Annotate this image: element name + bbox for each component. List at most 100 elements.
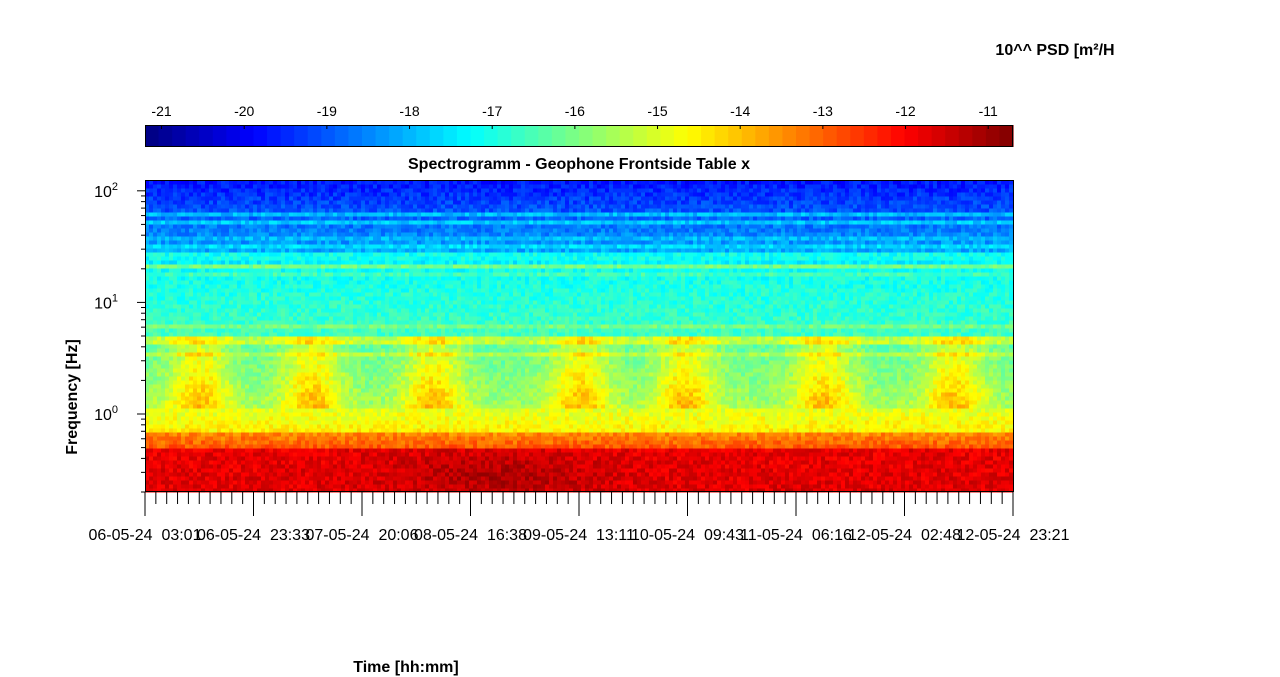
heatmap-cell — [389, 184, 394, 189]
heatmap-cell — [217, 484, 222, 489]
heatmap-cell — [193, 264, 198, 269]
heatmap-cell — [189, 328, 194, 333]
heatmap-cell — [249, 396, 254, 401]
heatmap-cell — [273, 468, 278, 473]
heatmap-cell — [393, 328, 398, 333]
heatmap-cell — [181, 408, 186, 413]
heatmap-cell — [213, 204, 218, 209]
heatmap-cell — [301, 268, 306, 273]
heatmap-cell — [269, 284, 274, 289]
heatmap-cell — [345, 360, 350, 365]
heatmap-cell — [353, 220, 358, 225]
heatmap-cell — [165, 344, 170, 349]
heatmap-cell — [233, 304, 238, 309]
heatmap-cell — [329, 364, 334, 369]
heatmap-cell — [177, 288, 182, 293]
heatmap-cell — [213, 428, 218, 433]
heatmap-cell — [285, 180, 290, 185]
heatmap-cell — [305, 312, 310, 317]
heatmap-cell — [321, 388, 326, 393]
heatmap-cell — [301, 360, 306, 365]
heatmap-cell — [241, 380, 246, 385]
heatmap-cell — [365, 392, 370, 397]
heatmap-cell — [373, 244, 378, 249]
heatmap-cell — [309, 440, 314, 445]
heatmap-cell — [389, 316, 394, 321]
heatmap-cell — [229, 360, 234, 365]
heatmap-cell — [277, 472, 282, 477]
heatmap-cell — [381, 348, 386, 353]
heatmap-cell — [297, 384, 302, 389]
heatmap-cell — [153, 288, 158, 293]
heatmap-cell — [361, 324, 366, 329]
heatmap-cell — [161, 472, 166, 477]
heatmap-cell — [285, 348, 290, 353]
heatmap-cell — [293, 436, 298, 441]
heatmap-cell — [153, 352, 158, 357]
heatmap-cell — [217, 412, 222, 417]
heatmap-cell — [225, 412, 230, 417]
heatmap-cell — [369, 408, 374, 413]
heatmap-cell — [241, 224, 246, 229]
heatmap-cell — [333, 444, 338, 449]
heatmap-cell — [369, 432, 374, 437]
heatmap-cell — [177, 408, 182, 413]
heatmap-cell — [369, 208, 374, 213]
heatmap-cell — [189, 456, 194, 461]
heatmap-cell — [245, 240, 250, 245]
heatmap-cell — [309, 248, 314, 253]
heatmap-cell — [145, 444, 150, 449]
heatmap-cell — [309, 372, 314, 377]
heatmap-cell — [217, 452, 222, 457]
heatmap-cell — [393, 420, 398, 425]
heatmap-cell — [297, 460, 302, 465]
heatmap-cell — [277, 288, 282, 293]
heatmap-cell — [209, 424, 214, 429]
heatmap-cell — [381, 448, 386, 453]
heatmap-cell — [225, 216, 230, 221]
heatmap-cell — [309, 284, 314, 289]
heatmap-cell — [361, 368, 366, 373]
heatmap-cell — [177, 440, 182, 445]
heatmap-cell — [201, 232, 206, 237]
heatmap-cell — [169, 456, 174, 461]
heatmap-cell — [293, 292, 298, 297]
heatmap-cell — [157, 456, 162, 461]
heatmap-cell — [253, 436, 258, 441]
heatmap-cell — [301, 184, 306, 189]
heatmap-cell — [149, 252, 154, 257]
heatmap-cell — [273, 264, 278, 269]
heatmap-cell — [217, 352, 222, 357]
heatmap-cell — [377, 428, 382, 433]
heatmap-cell — [213, 340, 218, 345]
heatmap-cell — [385, 292, 390, 297]
heatmap-cell — [309, 480, 314, 485]
heatmap-cell — [189, 300, 194, 305]
heatmap-cell — [273, 208, 278, 213]
heatmap-cell — [221, 424, 226, 429]
heatmap-cell — [289, 384, 294, 389]
heatmap-cell — [145, 344, 150, 349]
heatmap-cell — [205, 300, 210, 305]
heatmap-cell — [353, 204, 358, 209]
heatmap-cell — [213, 388, 218, 393]
heatmap-cell — [277, 396, 282, 401]
heatmap-cell — [193, 276, 198, 281]
heatmap-cell — [357, 480, 362, 485]
heatmap-cell — [313, 304, 318, 309]
heatmap-cell — [157, 440, 162, 445]
heatmap-cell — [365, 224, 370, 229]
heatmap-cell — [349, 332, 354, 337]
heatmap-cell — [289, 220, 294, 225]
colorbar-segment — [389, 125, 404, 147]
heatmap-cell — [257, 312, 262, 317]
heatmap-cell — [201, 360, 206, 365]
heatmap-cell — [309, 444, 314, 449]
heatmap-cell — [225, 396, 230, 401]
heatmap-cell — [325, 380, 330, 385]
heatmap-cell — [145, 488, 150, 493]
heatmap-cell — [205, 316, 210, 321]
heatmap-cell — [177, 344, 182, 349]
heatmap-cell — [237, 440, 242, 445]
heatmap-cell — [209, 484, 214, 489]
